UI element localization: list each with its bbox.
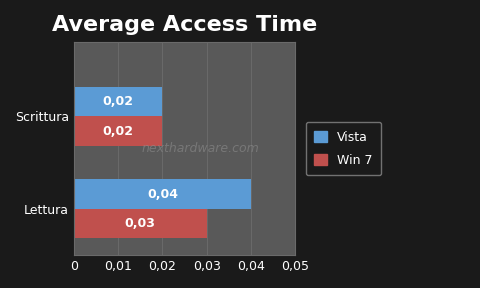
Title: Average Access Time: Average Access Time [52,15,316,35]
Text: 0,02: 0,02 [103,124,133,138]
Bar [74,209,206,238]
Bar [74,116,162,146]
Bar [74,87,162,116]
Text: 0,03: 0,03 [125,217,156,230]
Legend: Vista, Win 7: Vista, Win 7 [305,122,381,175]
Text: 0,02: 0,02 [103,95,133,108]
Bar [74,179,250,209]
Text: 0,04: 0,04 [146,187,178,200]
Text: nexthardware.com: nexthardware.com [141,142,258,155]
